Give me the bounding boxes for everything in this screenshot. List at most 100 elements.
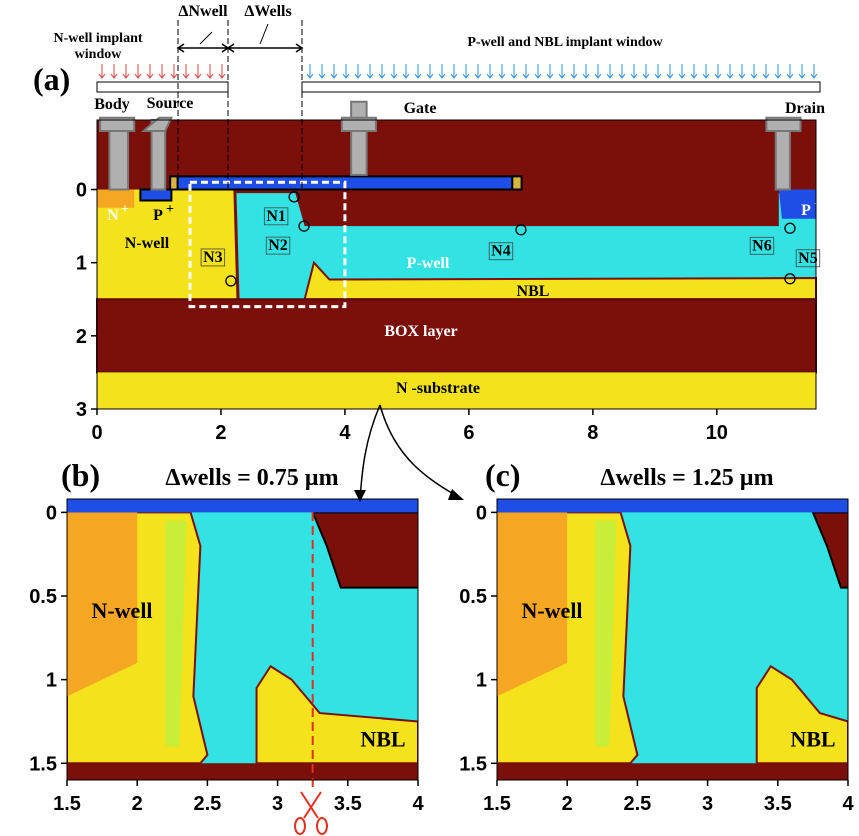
dopant-label: +: [121, 202, 129, 217]
implant-arrow: [462, 64, 470, 79]
region-nwell-core: [67, 512, 138, 697]
region-label: Source: [147, 95, 194, 112]
dopant-label: +: [166, 202, 174, 217]
panel-label: (b): [61, 457, 100, 493]
region-edge: [595, 520, 617, 747]
plot-frame: [496, 498, 849, 781]
implant-arrow: [642, 64, 650, 79]
y-tick-label: 3: [76, 399, 87, 421]
implant-arrow: [690, 64, 698, 79]
y-tick-label: 0: [46, 502, 57, 524]
implant-arrow: [110, 64, 118, 79]
contact-pad: [140, 116, 173, 132]
implant-arrow: [726, 64, 734, 79]
zoom-arrow: [359, 404, 381, 501]
implant-arrow: [630, 64, 638, 79]
implant-arrow: [510, 64, 518, 79]
y-tick-label: 0: [476, 502, 487, 524]
x-tick-label: 1.5: [483, 793, 511, 815]
plot-frame: [66, 498, 419, 781]
implant-arrow: [134, 64, 142, 79]
region-label: Drain: [785, 100, 825, 117]
contact-pad: [340, 116, 377, 132]
dopant-label: +: [814, 197, 822, 212]
x-tick-label: 3: [702, 793, 713, 815]
x-tick-label: 2.5: [623, 793, 651, 815]
y-tick-label: 1.5: [459, 753, 487, 775]
region-box: [497, 763, 848, 780]
panel-label: (c): [485, 457, 521, 493]
node-box: [488, 242, 514, 261]
region-substrate: [97, 372, 816, 409]
region-pwell: [236, 193, 817, 300]
node-label: N2: [268, 237, 288, 254]
gate-poly: [67, 499, 418, 513]
region-label: BOX layer: [384, 323, 457, 340]
node-marker: [288, 191, 300, 203]
y-tick-label: 1.5: [29, 753, 57, 775]
spacer: [511, 175, 523, 191]
implant-arrow: [786, 64, 794, 79]
x-tick-label: 4: [842, 793, 854, 815]
window-label: window: [75, 47, 123, 62]
implant-arrow: [606, 64, 614, 79]
implant-arrow: [810, 64, 818, 79]
dopant-label: P: [801, 202, 811, 219]
dim-label: ΔNwell: [178, 3, 228, 20]
y-tick-label: 2: [76, 326, 87, 348]
x-tick-label: 10: [706, 422, 728, 444]
x-tick-label: 8: [587, 422, 598, 444]
implant-arrow: [182, 64, 190, 79]
region-pplus-drain: [778, 189, 816, 219]
x-tick-label: 2: [132, 793, 143, 815]
region-edge: [165, 520, 187, 747]
mask-bar: [96, 81, 229, 93]
region-label: P-well: [407, 255, 450, 272]
dopant-label: P: [153, 207, 163, 224]
node-label: N4: [491, 243, 511, 260]
region-box: [67, 763, 418, 780]
region-label: Gate: [404, 100, 437, 117]
implant-arrow: [158, 64, 166, 79]
dim-label: ΔWells: [244, 3, 291, 20]
implant-arrow: [366, 64, 374, 79]
region-pplus: [139, 188, 173, 202]
x-tick-label: 3.5: [764, 793, 792, 815]
implant-arrow: [534, 64, 542, 79]
implant-arrow: [318, 64, 326, 79]
node-label: N3: [203, 249, 223, 266]
implant-arrow: [218, 64, 226, 79]
contact-pad: [765, 116, 802, 132]
mask-bar: [301, 81, 821, 93]
implant-arrow: [378, 64, 386, 79]
contact-pad: [99, 116, 136, 132]
region-label: NBL: [790, 727, 835, 752]
gate-poly: [497, 499, 848, 513]
region-nplus: [97, 189, 135, 208]
device-zoom: [67, 499, 418, 780]
node-marker: [225, 275, 237, 287]
panel-label: (a): [33, 61, 70, 97]
implant-arrow: [330, 64, 338, 79]
implant-arrow: [98, 64, 106, 79]
node-box: [263, 207, 289, 226]
scissors-icon: [300, 791, 322, 819]
implant-arrow: [194, 64, 202, 79]
node-label: N5: [798, 250, 818, 267]
panel-title: Δwells = 1.25 µm: [600, 465, 773, 491]
x-tick-label: 3: [272, 793, 283, 815]
implant-arrow: [206, 64, 214, 79]
spacer: [169, 175, 179, 191]
zoom-arrow-head: [448, 489, 464, 500]
implant-arrow: [170, 64, 178, 79]
implant-arrow: [678, 64, 686, 79]
implant-arrow: [798, 64, 806, 79]
y-tick-label: 0.5: [29, 586, 57, 608]
region-drift: [811, 511, 848, 589]
implant-arrow: [654, 64, 662, 79]
implant-arrow: [558, 64, 566, 79]
implant-arrow: [390, 64, 398, 79]
region-label: NBL: [517, 283, 550, 300]
implant-arrow: [582, 64, 590, 79]
